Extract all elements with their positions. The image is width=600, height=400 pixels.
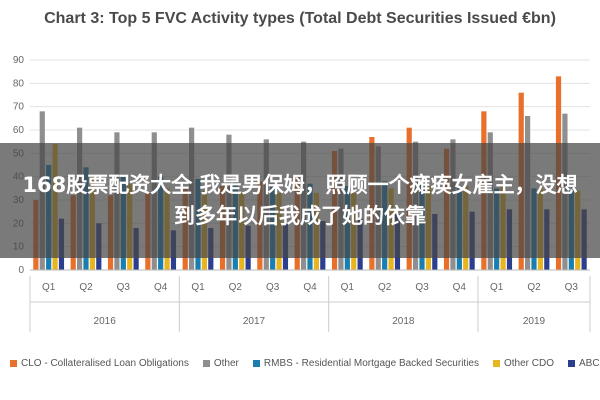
legend-item: CLO - Collateralised Loan Obligations: [10, 358, 189, 369]
x-tick-label: Q1: [341, 282, 355, 293]
legend-swatch: [202, 360, 210, 367]
legend-item: ABCP: [568, 358, 600, 369]
x-tick-label: Q3: [266, 282, 280, 293]
x-tick-label: Q2: [79, 282, 93, 293]
legend-swatch: [492, 360, 500, 367]
y-tick-label: 80: [13, 78, 25, 89]
legend: CLO - Collateralised Loan Obligations Oth…: [10, 358, 600, 369]
x-tick-label: Q3: [415, 282, 429, 293]
x-tick-label: Q2: [378, 282, 392, 293]
x-tick-label: Q4: [154, 282, 168, 293]
x-tick-label: Q2: [527, 282, 541, 293]
year-label: 2017: [243, 316, 266, 327]
y-tick-label: 0: [18, 265, 24, 276]
y-tick-label: 60: [13, 125, 25, 136]
x-tick-label: Q3: [117, 282, 131, 293]
x-tick-label: Q3: [565, 282, 579, 293]
y-tick-label: 70: [13, 102, 25, 113]
y-tick-label: 90: [13, 55, 25, 66]
x-tick-label: Q4: [453, 282, 467, 293]
legend-label: ABCP: [579, 358, 600, 369]
legend-item: RMBS - Residential Mortgage Backed Secur…: [252, 358, 479, 369]
year-label: 2019: [523, 316, 546, 327]
legend-label: CLO - Collateralised Loan Obligations: [21, 358, 189, 369]
legend-label: Other CDO: [503, 358, 554, 369]
x-tick-label: Q1: [490, 282, 504, 293]
legend-swatch: [568, 360, 575, 367]
banner-text: 168股票配资大全 我是男保姆，照顾一个瘫痪女雇主，没想到多年以后我成了她的依靠: [22, 172, 578, 228]
legend-swatch: [10, 360, 17, 367]
legend-label: Other: [213, 358, 239, 369]
banner-overlay: 168股票配资大全 我是男保姆，照顾一个瘫痪女雇主，没想到多年以后我成了她的依靠: [0, 143, 600, 258]
x-tick-label: Q2: [229, 282, 243, 293]
x-tick-label: Q4: [303, 282, 317, 293]
legend-label: RMBS - Residential Mortgage Backed Secur…: [263, 358, 479, 369]
chart-title: Chart 3: Top 5 FVC Activity types (Total…: [44, 10, 556, 27]
legend-item: Other CDO: [492, 358, 554, 369]
x-tick-label: Q1: [42, 282, 56, 293]
x-tick-label: Q1: [191, 282, 205, 293]
year-label: 2018: [392, 316, 415, 327]
legend-swatch: [252, 360, 260, 367]
year-label: 2016: [94, 316, 117, 327]
legend-item: Other: [202, 358, 239, 369]
